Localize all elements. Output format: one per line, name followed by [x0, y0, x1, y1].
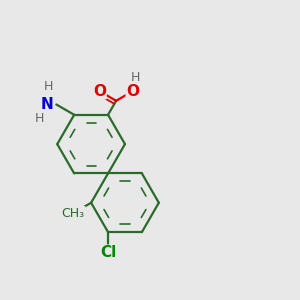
Text: O: O — [126, 84, 139, 99]
Text: O: O — [93, 84, 106, 99]
Text: H: H — [44, 80, 53, 93]
Text: H: H — [35, 112, 45, 125]
Text: Cl: Cl — [100, 245, 116, 260]
Text: H: H — [131, 71, 140, 84]
Text: N: N — [40, 97, 53, 112]
Text: CH₃: CH₃ — [62, 207, 85, 220]
